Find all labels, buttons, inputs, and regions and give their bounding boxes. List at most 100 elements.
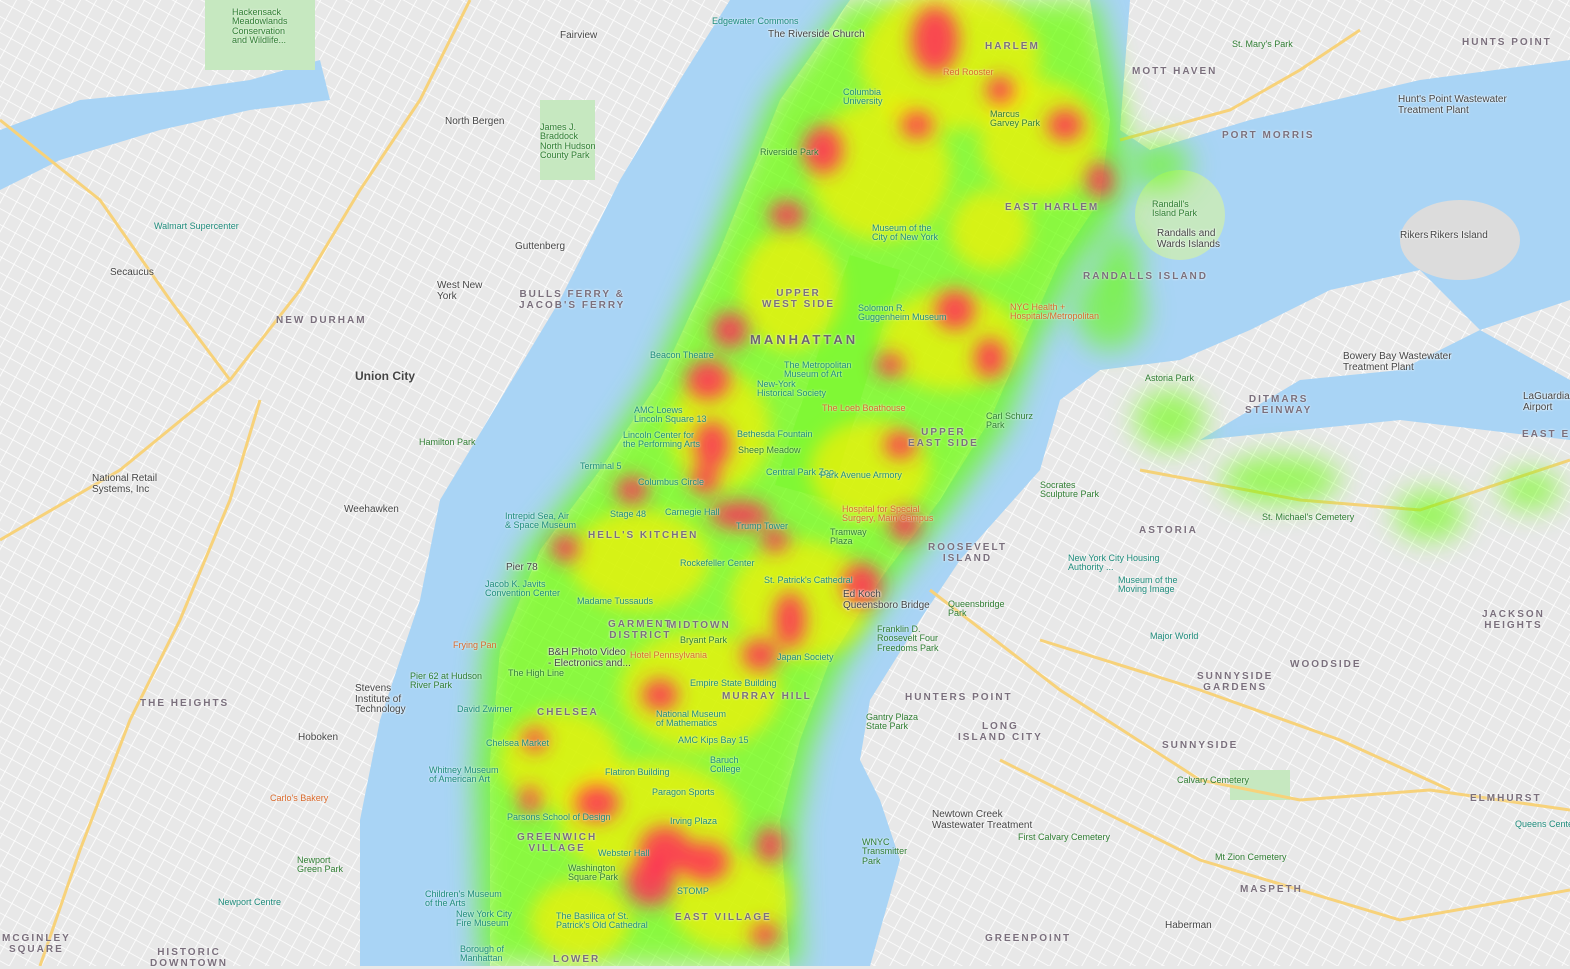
map-label-whitney-museum-of-american-art[interactable]: Whitney Museum of American Art: [429, 765, 499, 785]
map-label-riverside-park[interactable]: Riverside Park: [760, 147, 819, 157]
map-label-first-calvary-cemetery[interactable]: First Calvary Cemetery: [1018, 832, 1111, 842]
map-label-socrates-sculpture-park[interactable]: Socrates Sculpture Park: [1040, 480, 1100, 500]
map-label-newport-centre[interactable]: Newport Centre: [218, 897, 282, 907]
map-label-parsons-school-of-design[interactable]: Parsons School of Design: [507, 812, 611, 822]
map-label-intrepid-sea-air-space-museum[interactable]: Intrepid Sea, Air & Space Museum: [505, 511, 577, 531]
map-label-lincoln-center-for-the-performing-arts[interactable]: Lincoln Center for the Performing Arts: [623, 430, 701, 450]
map-label-gantry-plaza-state-park[interactable]: Gantry Plaza State Park: [866, 712, 919, 732]
map-label-astoria: ASTORIA: [1139, 525, 1198, 536]
map-label-david-zwirner[interactable]: David Zwirner: [457, 704, 513, 714]
map-label-pier-62-at-hudson-river-park[interactable]: Pier 62 at Hudson River Park: [410, 671, 483, 691]
map-label-mt-zion-cemetery[interactable]: Mt Zion Cemetery: [1215, 852, 1287, 862]
map-label-carl-schurz-park[interactable]: Carl Schurz Park: [986, 411, 1034, 431]
map-label-webster-hall[interactable]: Webster Hall: [598, 848, 650, 858]
randalls-island: [1135, 170, 1225, 260]
map-label-sunnyside: SUNNYSIDE: [1162, 740, 1239, 751]
map-label-new-york-city-fire-museum[interactable]: New York City Fire Museum: [456, 909, 513, 929]
map-label-major-world[interactable]: Major World: [1150, 631, 1199, 641]
map-label-marcus-garvey-park[interactable]: Marcus Garvey Park: [990, 109, 1041, 129]
map-label-the-high-line[interactable]: The High Line: [508, 668, 565, 678]
heat-high-spot: [884, 431, 916, 459]
map-label-st-patrick-s-cathedral[interactable]: St. Patrick's Cathedral: [764, 575, 853, 585]
map-label-park-avenue-armory[interactable]: Park Avenue Armory: [820, 470, 902, 480]
heat-high-spot: [1047, 109, 1083, 141]
map-label-solomon-r-guggenheim-museum[interactable]: Solomon R. Guggenheim Museum: [858, 303, 947, 323]
map-label-hamilton-park[interactable]: Hamilton Park: [419, 437, 476, 447]
rikers-island: [1400, 200, 1520, 280]
map-label-irving-plaza[interactable]: Irving Plaza: [670, 816, 718, 826]
map-label-st-mary-s-park[interactable]: St. Mary's Park: [1232, 39, 1293, 49]
map-label-b-h-photo-video-electronics-and: B&H Photo Video - Electronics and...: [548, 647, 631, 669]
map-label-carnegie-hall[interactable]: Carnegie Hall: [665, 507, 720, 517]
map-label-stomp[interactable]: STOMP: [677, 886, 709, 896]
map-label-mott-haven: MOTT HAVEN: [1132, 66, 1218, 77]
map-label-franklin-d-roosevelt-four-freedoms-park[interactable]: Franklin D. Roosevelt Four Freedoms Park: [877, 624, 939, 653]
map-label-st-michael-s-cemetery[interactable]: St. Michael's Cemetery: [1262, 512, 1355, 522]
heat-medium-spot: [530, 880, 630, 960]
map-label-flatiron-building[interactable]: Flatiron Building: [605, 767, 670, 777]
map-label-sheep-meadow[interactable]: Sheep Meadow: [738, 445, 801, 455]
map-label-amc-loews-lincoln-square-13[interactable]: AMC Loews Lincoln Square 13: [634, 405, 707, 425]
map-label-central-park-zoo[interactable]: Central Park Zoo: [766, 467, 835, 477]
map-label-randall-s-island-park[interactable]: Randall's Island Park: [1152, 199, 1198, 219]
map-label-nyc-health-hospitals-metropolitan[interactable]: NYC Health + Hospitals/Metropolitan: [1010, 302, 1100, 322]
map-label-empire-state-building[interactable]: Empire State Building: [690, 678, 777, 688]
map-label-terminal-5[interactable]: Terminal 5: [580, 461, 622, 471]
map-label-astoria-park[interactable]: Astoria Park: [1145, 373, 1195, 383]
map-label-hunt-s-point-wastewater-treatment-plant: Hunt's Point Wastewater Treatment Plant: [1398, 94, 1507, 116]
map-label-garment-district: GARMENT DISTRICT: [608, 619, 673, 641]
heat-low-spot: [1075, 270, 1145, 350]
map-label-new-york-city-housing-authority[interactable]: New York City Housing Authority ...: [1068, 553, 1160, 573]
map-label-east-el: EAST EL: [1522, 429, 1570, 440]
map-label-red-rooster[interactable]: Red Rooster: [943, 67, 994, 77]
map-label-columbia-university[interactable]: Columbia University: [843, 87, 883, 107]
map-label-walmart-supercenter[interactable]: Walmart Supercenter: [154, 221, 239, 231]
map-label-paragon-sports[interactable]: Paragon Sports: [652, 787, 715, 797]
map-label-the-loeb-boathouse[interactable]: The Loeb Boathouse: [822, 403, 906, 413]
map-label-carlo-s-bakery[interactable]: Carlo's Bakery: [270, 793, 329, 803]
map-label-james-j-braddock-north-hudson-county-park[interactable]: James J. Braddock North Hudson County Pa…: [540, 122, 596, 161]
map-label-murray-hill: MURRAY HILL: [722, 691, 812, 702]
map-label-calvary-cemetery[interactable]: Calvary Cemetery: [1177, 775, 1250, 785]
map-label-queens-cente[interactable]: Queens Cente: [1515, 819, 1570, 829]
map-label-chelsea: CHELSEA: [537, 707, 599, 718]
hackensack-river: [0, 60, 330, 190]
map-label-queensbridge-park[interactable]: Queensbridge Park: [948, 599, 1005, 619]
map-label-columbus-circle[interactable]: Columbus Circle: [638, 477, 705, 487]
map-label-edgewater-commons[interactable]: Edgewater Commons: [712, 16, 799, 26]
map-label-chelsea-market[interactable]: Chelsea Market: [486, 738, 550, 748]
map-label-trump-tower[interactable]: Trump Tower: [736, 521, 789, 531]
map-label-tramway-plaza[interactable]: Tramway Plaza: [830, 527, 867, 547]
map-label-elmhurst: ELMHURST: [1470, 793, 1542, 804]
map-label-children-s-museum-of-the-arts[interactable]: Children's Museum of the Arts: [425, 889, 502, 909]
map-label-madame-tussauds[interactable]: Madame Tussauds: [577, 596, 654, 606]
map-label-amc-kips-bay-15[interactable]: AMC Kips Bay 15: [678, 735, 749, 745]
map-label-national-museum-of-mathematics[interactable]: National Museum of Mathematics: [656, 709, 727, 729]
map-label-bryant-park[interactable]: Bryant Park: [680, 635, 728, 645]
map-label-baruch-college[interactable]: Baruch College: [710, 755, 741, 775]
map-label-japan-society[interactable]: Japan Society: [777, 652, 834, 662]
map-label-borough-of-manhattan[interactable]: Borough of Manhattan: [460, 944, 505, 964]
map-label-hell-s-kitchen: HELL'S KITCHEN: [588, 530, 699, 541]
map-label-newport-green-park[interactable]: Newport Green Park: [297, 855, 344, 875]
map-label-hotel-pennsylvania[interactable]: Hotel Pennsylvania: [630, 650, 708, 660]
map-label-frying-pan[interactable]: Frying Pan: [453, 640, 497, 650]
map-label-washington-square-park[interactable]: Washington Square Park: [568, 863, 619, 883]
map-label-museum-of-the-city-of-new-york[interactable]: Museum of the City of New York: [872, 223, 939, 243]
map-label-bethesda-fountain[interactable]: Bethesda Fountain: [737, 429, 813, 439]
map-label-beacon-theatre[interactable]: Beacon Theatre: [650, 350, 714, 360]
map-label-new-york-historical-society[interactable]: New-York Historical Society: [757, 379, 827, 399]
map-label-rockefeller-center[interactable]: Rockefeller Center: [680, 558, 755, 568]
meadowlands-park: [205, 0, 315, 70]
map-label-jacob-k-javits-convention-center[interactable]: Jacob K. Javits Convention Center: [485, 579, 561, 599]
map-label-hospital-for-special-surgery-main-campus[interactable]: Hospital for Special Surgery, Main Campu…: [842, 504, 934, 524]
heat-high-spot: [769, 201, 805, 229]
map-label-the-basilica-of-st-patrick-s-old-cathedral[interactable]: The Basilica of St. Patrick's Old Cathed…: [556, 911, 648, 931]
map-label-the-metropolitan-museum-of-art[interactable]: The Metropolitan Museum of Art: [784, 360, 852, 380]
map-label-east-harlem: EAST HARLEM: [1005, 202, 1100, 213]
map-label-museum-of-the-moving-image[interactable]: Museum of the Moving Image: [1118, 575, 1178, 595]
map-label-stage-48[interactable]: Stage 48: [610, 509, 647, 519]
map-label-wnyc-transmitter-park[interactable]: WNYC Transmitter Park: [862, 837, 908, 866]
map-label-hackensack-meadowlands-conservation-and-wildlife[interactable]: Hackensack Meadowlands Conservation and …: [232, 7, 288, 46]
